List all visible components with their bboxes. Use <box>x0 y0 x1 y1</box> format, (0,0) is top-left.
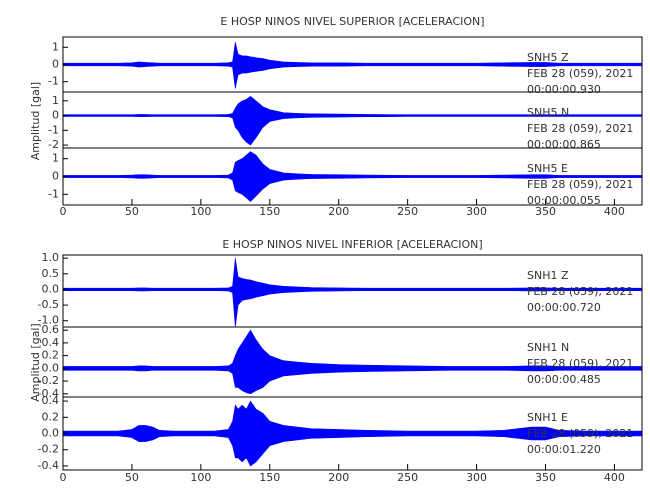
y-tick-label: 0.5 <box>42 267 60 280</box>
chart-title: E HOSP NINOS NIVEL INFERIOR [ACELERACION… <box>222 238 482 251</box>
y-tick-label: -1 <box>48 75 59 88</box>
y-tick-label: 1.0 <box>42 251 60 264</box>
time-label: 00:00:00.720 <box>527 301 601 314</box>
chart-title: E HOSP NINOS NIVEL SUPERIOR [ACELERACION… <box>220 15 484 28</box>
time-label: 00:00:01.220 <box>527 443 601 456</box>
y-tick-label: 0.2 <box>42 349 60 362</box>
y-tick-label: 0 <box>52 170 59 183</box>
y-tick-label: 1 <box>52 94 59 107</box>
y-axis-label: Amplitud [gal] <box>29 82 42 160</box>
x-tick-label: 400 <box>604 471 625 484</box>
x-tick-label: 0 <box>60 471 67 484</box>
x-tick-label: 200 <box>328 471 349 484</box>
y-axis-label: Amplitud [gal] <box>29 323 42 401</box>
y-tick-label: -1 <box>48 187 59 200</box>
x-tick-label: 400 <box>604 205 625 218</box>
x-tick-label: 0 <box>60 205 67 218</box>
x-tick-label: 200 <box>328 205 349 218</box>
station-label: SNH1 E <box>527 411 568 424</box>
station-label: SNH1 N <box>527 341 569 354</box>
y-tick-label: -0.5 <box>38 298 59 311</box>
station-label: SNH5 E <box>527 162 568 175</box>
y-tick-label: -0.4 <box>38 459 59 472</box>
y-tick-label: 0.2 <box>42 410 60 423</box>
x-tick-label: 250 <box>397 205 418 218</box>
x-tick-label: 350 <box>535 205 556 218</box>
y-tick-label: -0.4 <box>38 387 59 400</box>
y-tick-label: 0 <box>52 58 59 71</box>
y-tick-label: 1 <box>52 40 59 53</box>
y-tick-label: -0.2 <box>38 443 59 456</box>
y-tick-label: 0.0 <box>42 427 60 440</box>
x-tick-label: 100 <box>190 205 211 218</box>
date-label: FEB 28 (059), 2021 <box>527 122 633 135</box>
x-tick-label: 150 <box>259 205 280 218</box>
waveform <box>62 42 643 89</box>
date-label: FEB 28 (059), 2021 <box>527 67 633 80</box>
x-tick-label: 250 <box>397 471 418 484</box>
date-label: FEB 28 (059), 2021 <box>527 178 633 191</box>
date-label: FEB 28 (059), 2021 <box>527 357 633 370</box>
y-tick-label: -2 <box>48 138 59 151</box>
y-tick-label: 0.0 <box>42 361 60 374</box>
x-tick-label: 300 <box>466 471 487 484</box>
station-label: SNH1 Z <box>527 269 569 282</box>
x-tick-label: 50 <box>125 471 139 484</box>
x-tick-label: 150 <box>259 471 280 484</box>
y-tick-label: 0.6 <box>42 323 60 336</box>
time-label: 00:00:00.930 <box>527 83 601 96</box>
x-tick-label: 50 <box>125 205 139 218</box>
time-label: 00:00:00.865 <box>527 138 601 151</box>
date-label: FEB 28 (059), 2021 <box>527 427 633 440</box>
y-tick-label: -1 <box>48 123 59 136</box>
station-label: SNH5 Z <box>527 51 569 64</box>
y-tick-label: -1.0 <box>38 314 59 327</box>
y-tick-label: 0.4 <box>42 336 60 349</box>
y-tick-label: 1 <box>52 152 59 165</box>
station-label: SNH5 N <box>527 106 569 119</box>
x-tick-label: 350 <box>535 471 556 484</box>
date-label: FEB 28 (059), 2021 <box>527 285 633 298</box>
x-tick-label: 100 <box>190 471 211 484</box>
y-tick-label: 0.0 <box>42 282 60 295</box>
time-label: 00:00:00.485 <box>527 373 601 386</box>
y-tick-label: 0.4 <box>42 394 60 407</box>
y-tick-label: -0.2 <box>38 374 59 387</box>
y-tick-label: 0 <box>52 109 59 122</box>
x-tick-label: 300 <box>466 205 487 218</box>
